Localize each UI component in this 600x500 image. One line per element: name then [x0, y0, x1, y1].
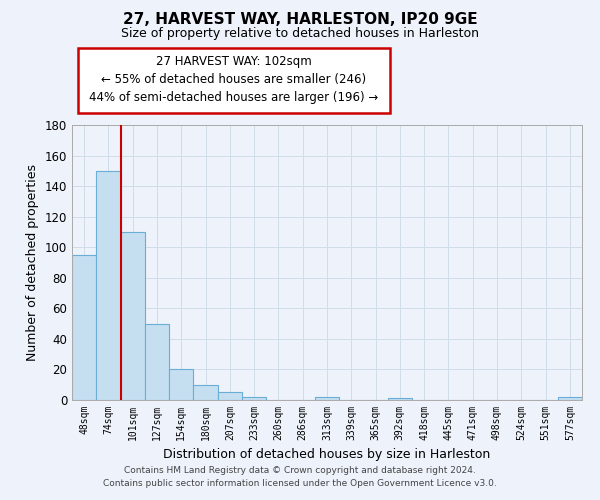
- Bar: [388, 398, 412, 400]
- Bar: [242, 397, 266, 400]
- Bar: [558, 397, 582, 400]
- Text: Contains HM Land Registry data © Crown copyright and database right 2024.
Contai: Contains HM Land Registry data © Crown c…: [103, 466, 497, 487]
- Text: 27, HARVEST WAY, HARLESTON, IP20 9GE: 27, HARVEST WAY, HARLESTON, IP20 9GE: [122, 12, 478, 28]
- Text: Size of property relative to detached houses in Harleston: Size of property relative to detached ho…: [121, 28, 479, 40]
- Bar: [315, 397, 339, 400]
- Bar: [169, 370, 193, 400]
- X-axis label: Distribution of detached houses by size in Harleston: Distribution of detached houses by size …: [163, 448, 491, 462]
- Text: 27 HARVEST WAY: 102sqm
← 55% of detached houses are smaller (246)
44% of semi-de: 27 HARVEST WAY: 102sqm ← 55% of detached…: [89, 56, 379, 104]
- Bar: [145, 324, 169, 400]
- Bar: [121, 232, 145, 400]
- Bar: [96, 171, 121, 400]
- Y-axis label: Number of detached properties: Number of detached properties: [26, 164, 39, 361]
- Bar: [193, 384, 218, 400]
- Bar: [72, 255, 96, 400]
- Bar: [218, 392, 242, 400]
